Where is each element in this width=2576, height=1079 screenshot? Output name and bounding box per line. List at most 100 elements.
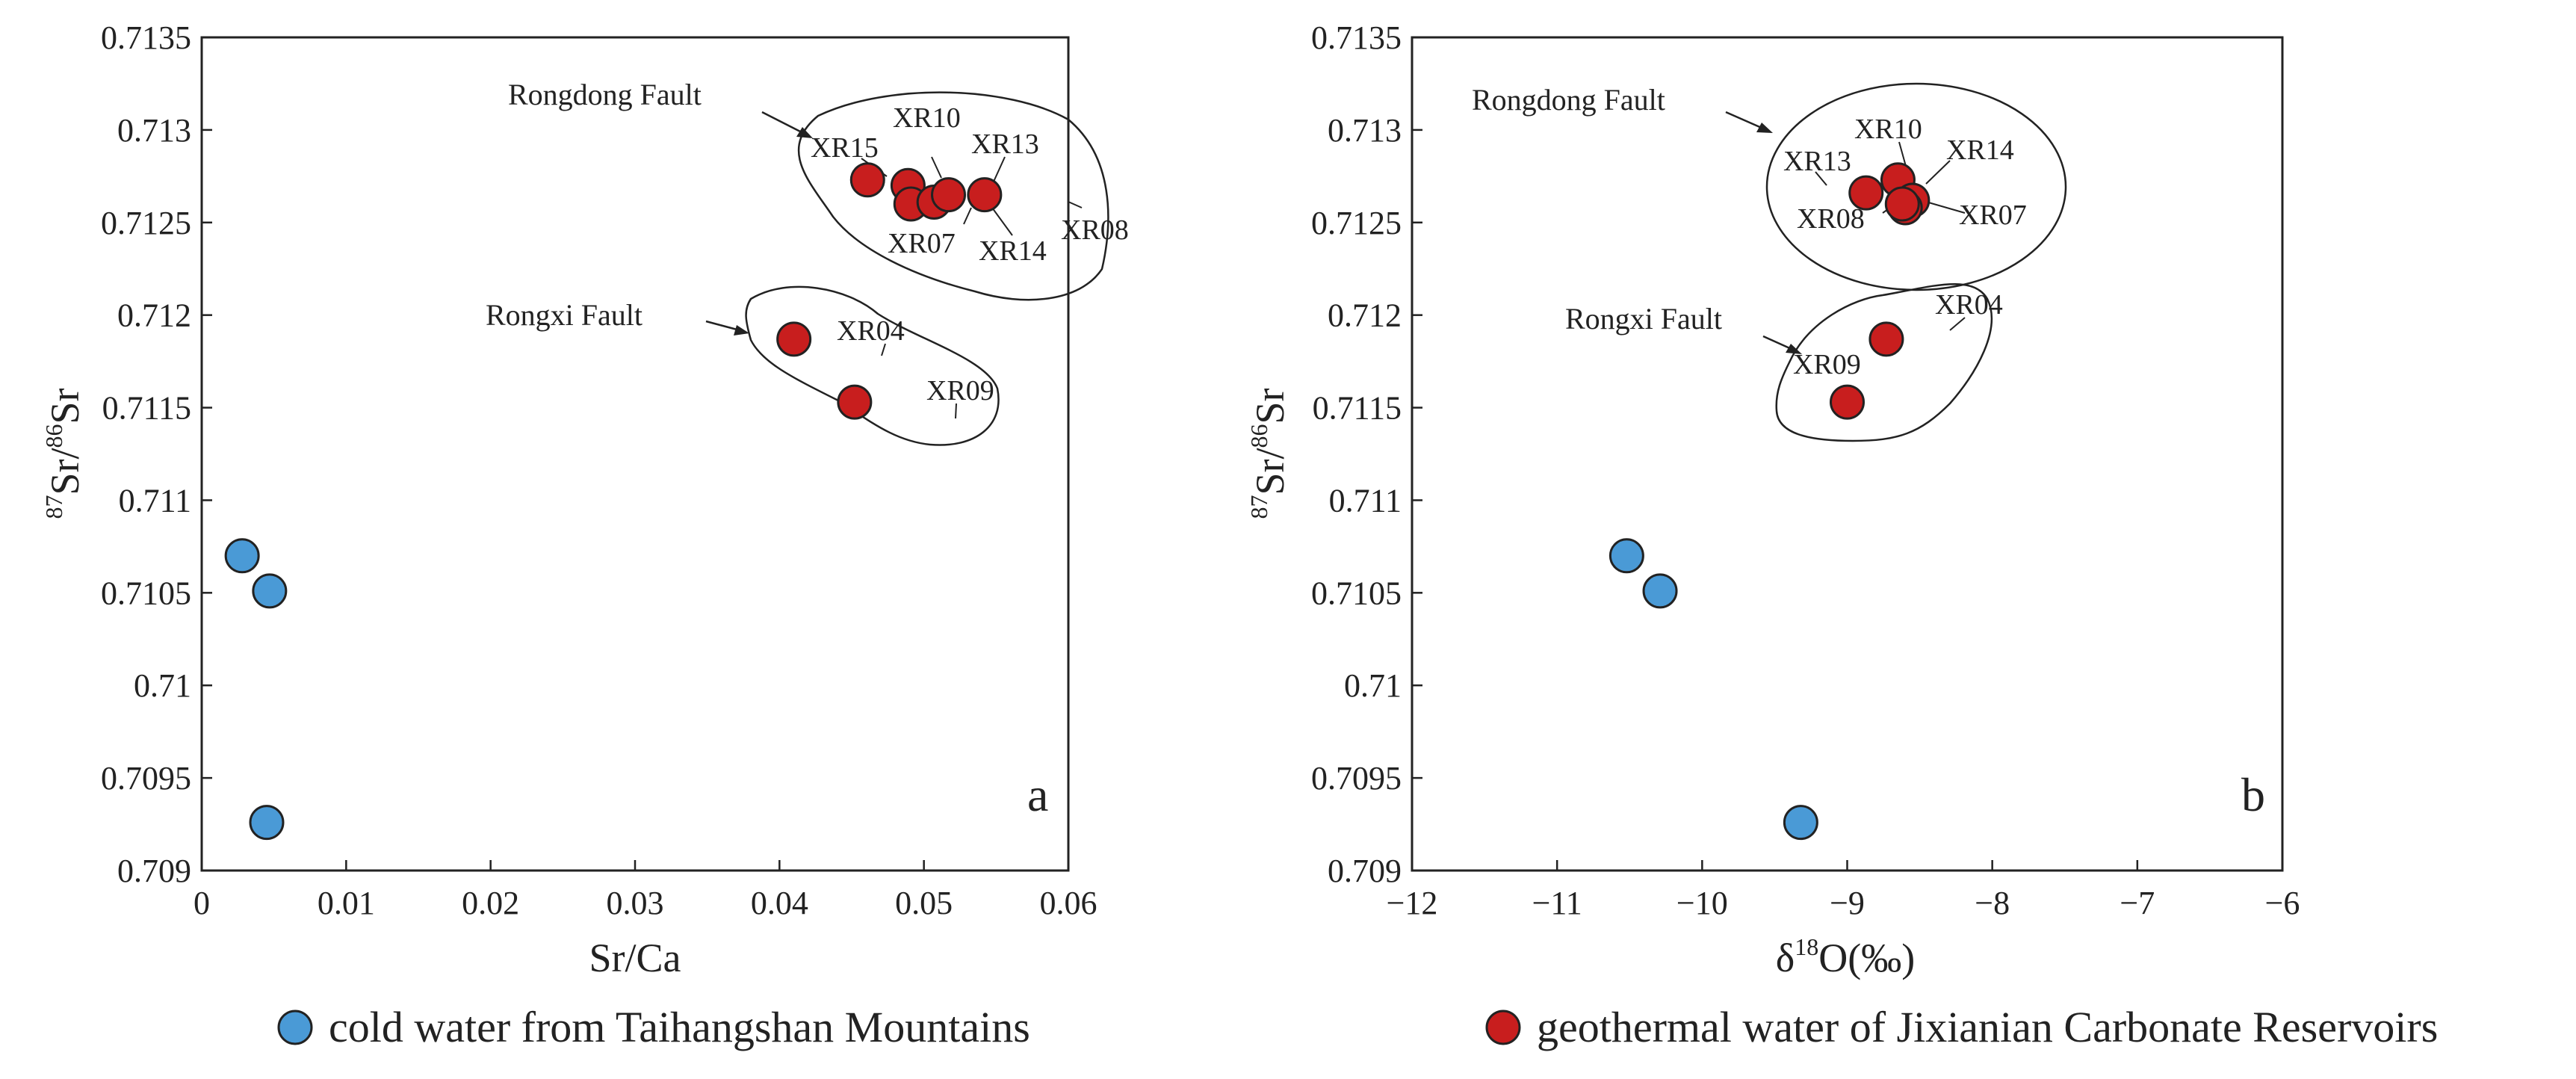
y-tick-label-a: 0.7135 bbox=[101, 19, 191, 56]
rongxi-outline-a bbox=[745, 285, 1000, 446]
point-labels-b: XR13 XR10 XR14 XR07 XR08 XR04 XR09 bbox=[1783, 114, 2027, 380]
rongdong-arrowhead-a bbox=[796, 127, 813, 138]
group-labels-a: Rongdong Fault Rongxi Fault bbox=[486, 78, 813, 336]
panel-a: 0.709 0.7095 0.71 0.7105 0.711 0.7115 0.712 0.7… bbox=[40, 19, 1129, 980]
x-tick-label-a: 0.04 bbox=[751, 885, 808, 921]
rongxi-fault-label-b: Rongxi Fault bbox=[1565, 302, 1722, 336]
rongxi-arrowhead-a bbox=[734, 325, 749, 336]
data-point-xr09-b bbox=[1830, 384, 1865, 420]
y-label-sup87-b: 87 bbox=[1245, 495, 1272, 519]
legend-label-geothermal-water: geothermal water of Jixianian Carbonate … bbox=[1537, 1003, 2438, 1051]
data-point-xr13-b bbox=[1848, 175, 1884, 211]
legend-marker-geothermal-water bbox=[1485, 1010, 1521, 1045]
data-point-cold-water-a bbox=[252, 573, 288, 609]
panel-b: 0.709 0.7095 0.71 0.7105 0.711 0.7115 0.712 0.7… bbox=[1245, 19, 2300, 980]
x-tick-label-a: 0.06 bbox=[1040, 885, 1097, 921]
x-label-delta-b: δ bbox=[1776, 936, 1795, 980]
point-label-xr07-b: XR07 bbox=[1959, 200, 2027, 231]
y-axis-label-b: 87Sr/86Sr bbox=[1245, 388, 1292, 519]
y-tick-label-a: 0.7105 bbox=[101, 575, 191, 611]
x-tick-label-a: 0.02 bbox=[462, 885, 519, 921]
group-outlines-a bbox=[745, 91, 1109, 446]
y-tick-label-a: 0.7125 bbox=[101, 205, 191, 241]
legend: cold water from Taihangshan Mountains ge… bbox=[277, 1003, 2438, 1051]
y-tick-label-b: 0.7125 bbox=[1311, 205, 1402, 241]
data-point-cold-water-b bbox=[1609, 538, 1644, 574]
y-tick-label-b: 0.7115 bbox=[1313, 390, 1402, 427]
y-tick-label-b: 0.712 bbox=[1328, 297, 1402, 334]
data-points-b bbox=[1609, 162, 1931, 841]
x-tick-label-b: −9 bbox=[1830, 885, 1865, 921]
y-tick-label-b: 0.71 bbox=[1344, 667, 1402, 704]
rongxi-outline-b bbox=[1775, 283, 1993, 442]
point-labels-a: XR15 XR10 XR07 XR14 XR13 XR08 XR04 XR09 bbox=[811, 102, 1129, 406]
data-point-xr04-b bbox=[1868, 321, 1904, 357]
y-tick-label-a: 0.709 bbox=[117, 853, 191, 889]
point-label-xr09-a: XR09 bbox=[926, 375, 994, 406]
y-tick-label-a: 0.7095 bbox=[101, 760, 191, 797]
leader-lines-b bbox=[1815, 141, 1966, 331]
y-label-sr2-b: Sr bbox=[1248, 388, 1292, 424]
data-points-a bbox=[224, 162, 1003, 841]
data-point-cold-water-b bbox=[1642, 573, 1678, 609]
y-label-sr-a: Sr/ bbox=[43, 448, 87, 495]
axis-ticks-a: 0.709 0.7095 0.71 0.7105 0.711 0.7115 0.712 0.7… bbox=[101, 19, 1097, 921]
point-label-xr04-b: XR04 bbox=[1935, 289, 2003, 321]
rongdong-arrow-b bbox=[1725, 111, 1764, 130]
data-point-xr13-a bbox=[931, 177, 967, 213]
y-label-sup87-a: 87 bbox=[40, 495, 67, 519]
point-label-xr10-a: XR10 bbox=[893, 102, 961, 134]
x-tick-label-b: −7 bbox=[2120, 885, 2155, 921]
x-tick-label-b: −10 bbox=[1676, 885, 1728, 921]
y-tick-label-a: 0.711 bbox=[119, 482, 191, 519]
x-tick-label-a: 0 bbox=[193, 885, 210, 921]
plot-frame-a bbox=[200, 36, 1070, 872]
x-tick-label-a: 0.01 bbox=[318, 885, 375, 921]
rongdong-fault-label-b: Rongdong Fault bbox=[1472, 83, 1665, 117]
data-point-xr04-a bbox=[776, 321, 812, 357]
point-label-xr13-a: XR13 bbox=[971, 129, 1039, 160]
y-tick-label-a: 0.713 bbox=[117, 112, 191, 149]
y-label-sr-b: Sr/ bbox=[1248, 448, 1292, 495]
x-axis-label-a: Sr/Ca bbox=[589, 936, 681, 980]
legend-label-cold-water: cold water from Taihangshan Mountains bbox=[329, 1003, 1030, 1051]
y-label-sup86-b: 86 bbox=[1245, 424, 1272, 448]
rongdong-arrowhead-b bbox=[1756, 123, 1773, 133]
y-tick-label-b: 0.7095 bbox=[1311, 760, 1402, 797]
x-label-o-b: O(‰) bbox=[1818, 936, 1915, 980]
point-label-xr09-b: XR09 bbox=[1793, 349, 1861, 380]
data-point-cold-water-b bbox=[1783, 805, 1818, 841]
rongdong-fault-label-a: Rongdong Fault bbox=[508, 78, 702, 111]
data-point-cold-water-a bbox=[224, 538, 260, 574]
x-tick-label-b: −8 bbox=[1975, 885, 2010, 921]
legend-marker-cold-water bbox=[277, 1010, 313, 1045]
y-tick-label-a: 0.712 bbox=[117, 297, 191, 334]
rongdong-outline-a bbox=[797, 91, 1109, 301]
panel-letter-b: b bbox=[2241, 768, 2265, 821]
x-tick-label-a: 0.03 bbox=[607, 885, 664, 921]
data-point-xr08-a bbox=[967, 177, 1003, 213]
point-label-xr14-b: XR14 bbox=[1946, 135, 2014, 166]
x-axis-label-b: δ18O(‰) bbox=[1776, 933, 1915, 980]
point-label-xr04-a: XR04 bbox=[837, 315, 905, 347]
y-tick-label-a: 0.7115 bbox=[102, 390, 191, 427]
x-tick-label-b: −11 bbox=[1532, 885, 1582, 921]
y-axis-label-a: 87Sr/86Sr bbox=[40, 388, 87, 519]
x-tick-label-a: 0.05 bbox=[895, 885, 953, 921]
y-label-sup86-a: 86 bbox=[40, 424, 67, 448]
x-tick-label-b: −12 bbox=[1387, 885, 1438, 921]
point-label-xr15-a: XR15 bbox=[811, 132, 879, 164]
data-point-cold-water-a bbox=[249, 805, 285, 841]
rongdong-arrow-a bbox=[761, 111, 804, 135]
y-tick-label-b: 0.711 bbox=[1329, 482, 1402, 519]
rongxi-arrowhead-b bbox=[1786, 344, 1802, 354]
y-tick-label-b: 0.7135 bbox=[1311, 19, 1402, 56]
rongdong-outline-b bbox=[1765, 82, 2067, 291]
point-label-xr14-a: XR14 bbox=[979, 235, 1047, 267]
rongxi-arrow-a bbox=[705, 320, 740, 332]
y-tick-label-b: 0.713 bbox=[1328, 112, 1402, 149]
group-labels-b: Rongdong Fault Rongxi Fault bbox=[1472, 83, 1802, 354]
panel-letter-a: a bbox=[1027, 768, 1048, 821]
group-outlines-b bbox=[1765, 82, 2067, 442]
x-tick-label-b: −6 bbox=[2265, 885, 2300, 921]
